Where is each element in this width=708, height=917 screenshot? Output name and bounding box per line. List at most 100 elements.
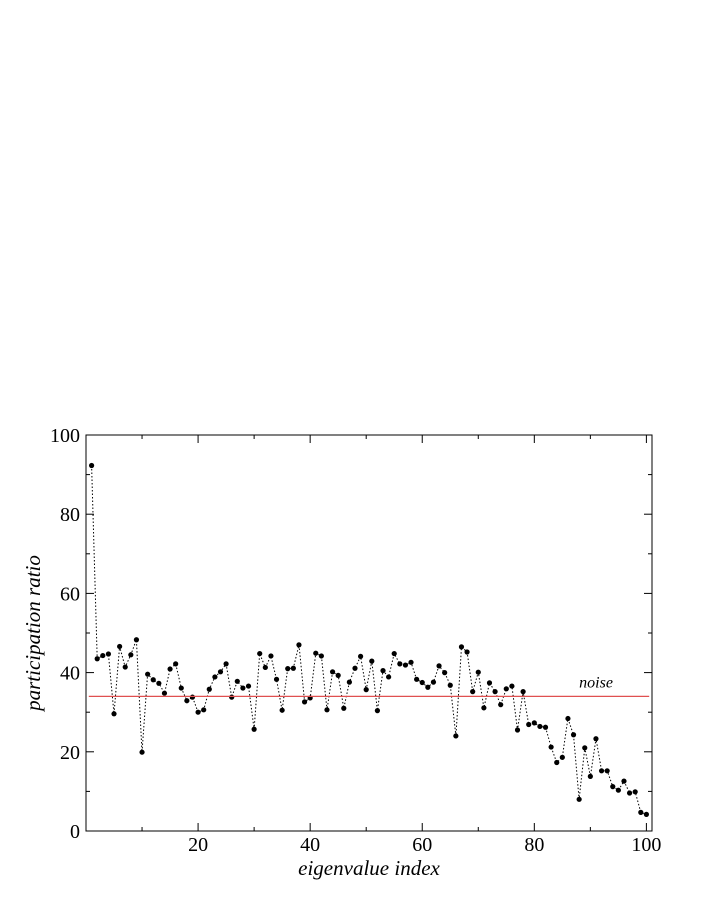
data-point [173,661,179,667]
data-point [100,652,106,659]
data-point [442,670,448,676]
data-point [251,726,257,732]
x-tick-label: 100 [631,834,661,856]
data-point [189,694,196,700]
data-point [470,689,476,695]
data-point [419,679,425,686]
x-tick-label: 60 [412,834,432,856]
data-point [290,665,296,671]
data-point [161,690,168,696]
data-point [117,643,123,650]
data-point [279,707,285,713]
data-point [486,680,493,686]
data-point [626,790,633,796]
data-point [257,650,263,657]
data-point [643,811,649,817]
data-point [576,796,582,802]
data-point [313,650,319,656]
noise-label: noise [579,674,613,691]
y-tick-label: 80 [60,504,80,526]
plot-frame [85,434,653,832]
data-point [178,685,184,691]
data-point [268,653,274,659]
data-point [570,732,577,738]
data-point [223,661,229,667]
data-point [638,809,644,815]
data-point [436,663,442,669]
data-point [565,715,571,722]
data-point [509,683,515,689]
data-point [122,664,128,670]
data-point [357,653,364,659]
data-point [273,676,280,682]
data-point [201,707,207,713]
data-point [89,462,95,469]
data-point [430,679,437,685]
data-point [593,736,599,742]
series [89,462,649,817]
data-point [156,680,162,686]
ticks [86,435,652,831]
data-point [318,653,324,659]
data-point [498,702,504,708]
data-point [212,674,218,680]
data-point [408,659,414,665]
data-point [184,698,190,704]
data-point [133,637,140,643]
data-point [464,649,470,655]
x-tick-label: 40 [300,834,320,856]
y-tick-label: 20 [60,742,80,764]
data-point [145,671,151,677]
data-point [492,689,498,695]
data-point [520,689,526,695]
data-point [537,723,543,730]
y-tick-label: 0 [70,821,80,843]
data-point [582,745,588,751]
noise-reference: noise [88,674,650,697]
series-line [91,465,647,815]
data-point [329,669,336,675]
data-point [94,656,100,662]
data-point [369,658,375,664]
data-point [514,727,521,733]
data-point [475,669,481,675]
data-point [105,651,112,657]
data-point [111,711,117,717]
y-tick-label: 100 [50,425,80,447]
data-point [598,768,605,774]
data-point [554,759,560,766]
data-point [229,694,235,700]
data-point [481,705,487,711]
data-point [167,666,173,672]
data-point [559,754,565,760]
data-point [374,708,381,714]
data-point [128,652,134,658]
data-point [458,644,465,650]
data-point [139,749,145,755]
x-axis-title: eigenvalue index [298,856,440,880]
data-point [615,787,621,793]
data-point [447,682,453,688]
data-point [548,744,554,750]
data-point [324,707,330,713]
data-point [587,773,593,779]
data-point [531,720,537,726]
data-point [397,661,403,667]
y-tick-label: 40 [60,663,80,685]
data-point [363,687,369,693]
data-point [206,686,212,692]
data-point [245,683,252,689]
data-point [346,679,352,685]
data-point [542,724,549,730]
y-axis-title: participation ratio [21,555,45,713]
x-tick-label: 20 [188,834,208,856]
data-point [391,650,397,657]
data-point [414,676,420,682]
data-point [352,665,358,671]
data-point [604,768,610,774]
data-point [195,709,201,715]
data-point [526,721,532,728]
data-point [380,668,386,674]
x-tick-label: 80 [524,834,544,856]
